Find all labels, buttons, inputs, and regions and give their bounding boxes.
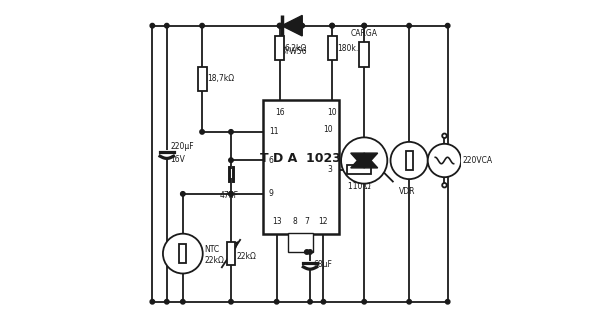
Text: 3: 3 — [328, 165, 333, 174]
Circle shape — [229, 130, 233, 134]
Circle shape — [391, 142, 428, 179]
Text: 16V: 16V — [170, 155, 185, 164]
Text: 110 Ω: 110 Ω — [348, 182, 371, 191]
Text: T D A  1023: T D A 1023 — [260, 152, 341, 165]
Circle shape — [300, 23, 304, 28]
Text: CARGA: CARGA — [351, 29, 378, 38]
Circle shape — [407, 299, 412, 304]
Circle shape — [277, 23, 282, 28]
Text: 68μF: 68μF — [314, 260, 333, 269]
Text: VDR: VDR — [399, 187, 416, 196]
Circle shape — [308, 250, 312, 254]
Circle shape — [305, 250, 309, 254]
Circle shape — [181, 192, 185, 196]
Circle shape — [150, 23, 155, 28]
Bar — [289, 233, 313, 252]
Circle shape — [181, 299, 185, 304]
Circle shape — [330, 23, 334, 28]
Circle shape — [341, 137, 388, 184]
Bar — [197, 67, 206, 91]
Circle shape — [150, 299, 155, 304]
Bar — [179, 244, 187, 263]
Circle shape — [428, 144, 461, 177]
Text: 13: 13 — [272, 217, 281, 226]
Text: 11: 11 — [269, 127, 278, 136]
Circle shape — [330, 23, 334, 28]
Bar — [263, 100, 338, 234]
Bar — [406, 151, 413, 170]
Circle shape — [308, 299, 312, 304]
Text: 22kΩ: 22kΩ — [205, 256, 224, 265]
Circle shape — [407, 23, 412, 28]
Text: 9: 9 — [269, 189, 274, 198]
Circle shape — [362, 23, 367, 28]
Circle shape — [229, 158, 233, 162]
Text: BYW56: BYW56 — [280, 47, 307, 56]
Text: 16: 16 — [275, 108, 284, 117]
Polygon shape — [282, 15, 302, 36]
Circle shape — [362, 299, 367, 304]
Circle shape — [229, 192, 233, 196]
Circle shape — [362, 23, 367, 28]
Circle shape — [280, 23, 284, 28]
Circle shape — [445, 23, 450, 28]
Bar — [347, 165, 371, 174]
Circle shape — [164, 299, 169, 304]
Circle shape — [229, 192, 233, 196]
Text: 47nF: 47nF — [220, 190, 239, 200]
Circle shape — [445, 299, 450, 304]
Text: 8: 8 — [292, 217, 297, 226]
Bar — [275, 36, 284, 60]
Text: 10: 10 — [327, 108, 337, 117]
Bar — [359, 42, 370, 67]
Text: 18,7kΩ: 18,7kΩ — [207, 74, 235, 83]
Circle shape — [442, 183, 446, 187]
Circle shape — [200, 130, 205, 134]
Circle shape — [442, 134, 446, 138]
Bar — [227, 242, 235, 265]
Text: 180k.: 180k. — [337, 44, 358, 53]
Circle shape — [321, 299, 326, 304]
Text: NTC: NTC — [205, 245, 220, 254]
Circle shape — [163, 234, 203, 273]
Circle shape — [229, 299, 233, 304]
Circle shape — [164, 23, 169, 28]
Text: 10: 10 — [323, 125, 333, 134]
Circle shape — [274, 299, 279, 304]
Polygon shape — [351, 153, 377, 168]
Text: 6: 6 — [269, 156, 274, 165]
Circle shape — [200, 23, 205, 28]
Text: 6,2kΩ: 6,2kΩ — [285, 44, 307, 53]
Text: 12: 12 — [319, 217, 328, 226]
Text: 22kΩ: 22kΩ — [237, 252, 257, 261]
Text: 7: 7 — [304, 217, 309, 226]
Polygon shape — [351, 153, 377, 168]
Text: 220VCA: 220VCA — [463, 156, 493, 165]
Text: 220μF: 220μF — [170, 142, 194, 151]
Bar — [328, 36, 337, 60]
Circle shape — [277, 23, 282, 28]
